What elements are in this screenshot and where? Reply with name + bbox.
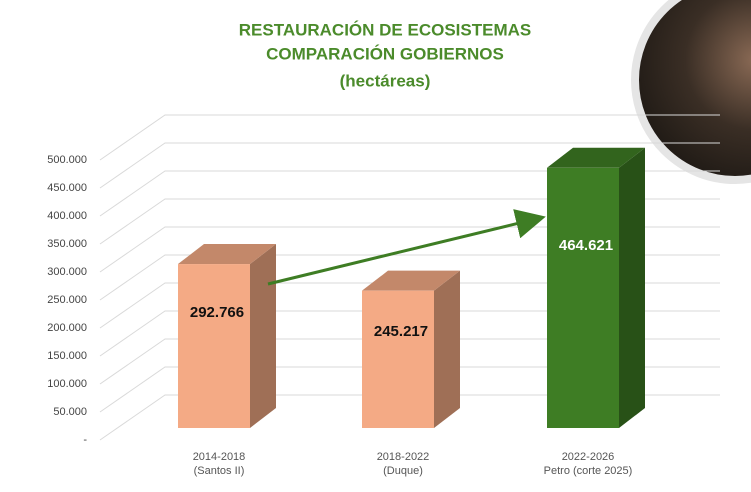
grid-line — [99, 254, 720, 301]
y-tick-label: 50.000 — [53, 406, 87, 418]
grid-line — [99, 366, 720, 413]
y-tick-label: 250.000 — [47, 294, 87, 306]
grid-line — [99, 198, 720, 245]
x-tick-label: (Santos II) — [194, 465, 245, 477]
bar — [178, 244, 276, 428]
grid-line — [99, 338, 720, 385]
bar-top — [547, 147, 645, 168]
x-tick-label: 2022-2026 — [562, 451, 615, 463]
bar-top — [362, 270, 460, 291]
value-label: 245.217 — [374, 323, 428, 340]
y-tick-label: 100.000 — [47, 378, 87, 390]
x-tick-label: Petro (corte 2025) — [544, 465, 633, 477]
y-tick-label: 400.000 — [47, 210, 87, 222]
y-tick-label: 350.000 — [47, 238, 87, 250]
y-tick-label: 500.000 — [47, 154, 87, 166]
y-tick-label: 450.000 — [47, 182, 87, 194]
y-tick-label: 200.000 — [47, 322, 87, 334]
grid-line — [99, 282, 720, 329]
grid-line — [99, 142, 720, 189]
x-tick-label: (Duque) — [383, 465, 423, 477]
value-label: 292.766 — [190, 304, 244, 321]
x-tick-label: 2014-2018 — [193, 451, 246, 463]
grid-line — [99, 170, 720, 217]
decorative-photo — [631, 0, 751, 184]
y-tick-label: 150.000 — [47, 350, 87, 362]
bar-top — [178, 244, 276, 265]
x-tick-label: 2018-2022 — [377, 451, 430, 463]
grid-line — [99, 310, 720, 357]
y-tick-label: 300.000 — [47, 266, 87, 278]
chart-subtitle: (hectáreas) — [340, 71, 431, 90]
trend-arrow — [267, 209, 546, 286]
bar — [362, 270, 460, 428]
grid-line — [99, 394, 720, 441]
bar-front — [547, 167, 619, 428]
y-tick-label: - — [83, 434, 87, 446]
bar-front — [362, 290, 434, 428]
chart-title: RESTAURACIÓN DE ECOSISTEMAS — [239, 20, 532, 39]
bar-front — [178, 264, 250, 428]
grid-line — [99, 114, 720, 161]
bar — [547, 147, 645, 428]
bar-side — [434, 270, 460, 428]
bar-side — [250, 244, 276, 428]
chart-title: COMPARACIÓN GOBIERNOS — [266, 44, 504, 63]
bar-side — [619, 147, 645, 428]
value-label: 464.621 — [559, 237, 613, 254]
